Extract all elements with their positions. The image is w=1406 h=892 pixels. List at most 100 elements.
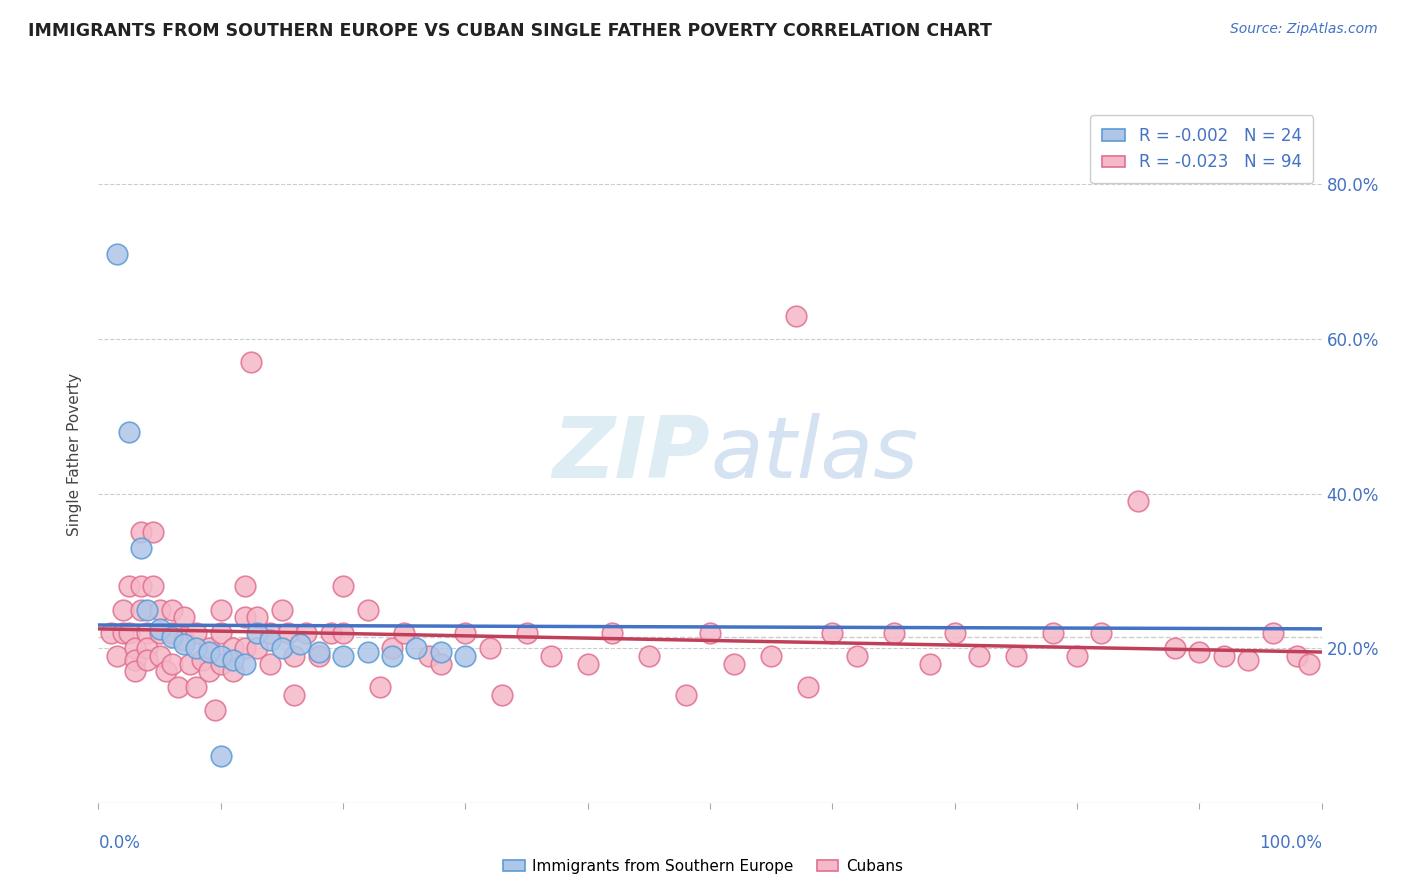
Point <box>600 625 623 640</box>
Point <box>222 665 245 679</box>
Point <box>943 625 966 640</box>
Point <box>160 657 183 671</box>
Point <box>259 625 281 640</box>
Point <box>332 579 354 593</box>
Point <box>136 625 159 640</box>
Point <box>540 648 562 663</box>
Legend: Immigrants from Southern Europe, Cubans: Immigrants from Southern Europe, Cubans <box>498 853 908 880</box>
Point <box>308 645 330 659</box>
Point <box>186 641 208 656</box>
Point <box>516 625 538 640</box>
Point <box>204 703 226 717</box>
Point <box>1128 494 1150 508</box>
Point <box>785 309 807 323</box>
Point <box>233 579 256 593</box>
Point <box>259 657 281 671</box>
Point <box>124 653 146 667</box>
Point <box>1286 648 1309 663</box>
Point <box>149 648 172 663</box>
Point <box>160 625 183 640</box>
Point <box>118 579 141 593</box>
Point <box>1066 648 1088 663</box>
Point <box>129 579 152 593</box>
Point <box>675 688 697 702</box>
Point <box>392 625 416 640</box>
Point <box>167 680 190 694</box>
Point <box>173 610 195 624</box>
Point <box>430 645 453 659</box>
Point <box>478 641 501 656</box>
Point <box>136 641 159 656</box>
Point <box>381 641 404 656</box>
Point <box>1261 625 1284 640</box>
Point <box>197 665 219 679</box>
Point <box>222 653 245 667</box>
Point <box>186 625 208 640</box>
Point <box>576 657 599 671</box>
Point <box>368 680 391 694</box>
Point <box>233 657 256 671</box>
Point <box>111 625 134 640</box>
Point <box>430 657 453 671</box>
Point <box>290 637 312 651</box>
Point <box>638 648 661 663</box>
Point <box>259 633 281 648</box>
Point <box>405 641 427 656</box>
Text: IMMIGRANTS FROM SOUTHERN EUROPE VS CUBAN SINGLE FATHER POVERTY CORRELATION CHART: IMMIGRANTS FROM SOUTHERN EUROPE VS CUBAN… <box>28 22 993 40</box>
Point <box>967 648 990 663</box>
Point <box>129 602 152 616</box>
Point <box>1212 648 1234 663</box>
Point <box>1004 648 1026 663</box>
Point <box>356 602 378 616</box>
Point <box>149 622 172 636</box>
Point <box>1188 645 1211 659</box>
Point <box>197 641 219 656</box>
Point <box>149 625 172 640</box>
Point <box>209 648 232 663</box>
Point <box>270 641 294 656</box>
Point <box>105 648 128 663</box>
Point <box>295 625 318 640</box>
Point <box>418 648 440 663</box>
Point <box>845 648 868 663</box>
Point <box>105 247 128 261</box>
Point <box>136 602 159 616</box>
Point <box>270 602 294 616</box>
Point <box>491 688 513 702</box>
Point <box>1042 625 1064 640</box>
Point <box>240 355 263 369</box>
Point <box>454 625 477 640</box>
Point <box>160 602 183 616</box>
Point <box>920 657 942 671</box>
Point <box>209 602 232 616</box>
Point <box>118 625 141 640</box>
Text: 100.0%: 100.0% <box>1258 834 1322 852</box>
Point <box>111 602 134 616</box>
Text: 0.0%: 0.0% <box>98 834 141 852</box>
Point <box>129 525 152 540</box>
Text: ZIP: ZIP <box>553 413 710 497</box>
Point <box>277 625 299 640</box>
Point <box>173 637 195 651</box>
Point <box>160 630 183 644</box>
Point <box>356 645 378 659</box>
Point <box>699 625 721 640</box>
Point <box>191 653 214 667</box>
Point <box>246 610 269 624</box>
Point <box>1164 641 1187 656</box>
Point <box>761 648 783 663</box>
Text: Source: ZipAtlas.com: Source: ZipAtlas.com <box>1230 22 1378 37</box>
Y-axis label: Single Father Poverty: Single Father Poverty <box>67 374 83 536</box>
Point <box>124 641 146 656</box>
Point <box>129 541 152 555</box>
Point <box>118 425 141 439</box>
Point <box>723 657 745 671</box>
Point <box>155 665 177 679</box>
Point <box>197 645 219 659</box>
Point <box>173 633 195 648</box>
Point <box>1090 625 1112 640</box>
Point <box>319 625 342 640</box>
Point <box>179 657 201 671</box>
Point <box>233 610 256 624</box>
Point <box>454 648 477 663</box>
